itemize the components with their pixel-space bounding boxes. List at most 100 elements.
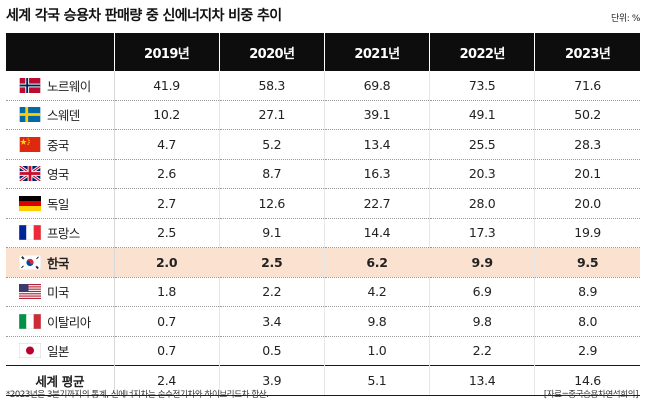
country-cell: 이탈리아 xyxy=(6,306,115,337)
table-row: 프랑스 2.5 9.1 14.4 17.3 19.9 xyxy=(6,218,640,248)
value-cell: 3.4 xyxy=(219,306,325,337)
country-cell: 영국 xyxy=(6,159,115,189)
value-cell: 16.3 xyxy=(324,159,431,189)
country-name: 프랑스 xyxy=(47,226,80,242)
value-cell: 3.9 xyxy=(219,365,325,396)
table-row: 한국 2.0 2.5 6.2 9.9 9.5 xyxy=(6,247,640,278)
value-cell: 49.1 xyxy=(429,100,536,130)
usa-flag-icon xyxy=(19,284,41,300)
value-cell: 14.4 xyxy=(324,218,431,248)
header-row: 2019년 2020년 2021년 2022년 2023년 xyxy=(6,33,640,71)
country-name: 일본 xyxy=(47,344,69,360)
year-header: 2019년 xyxy=(114,33,220,71)
value-cell: 19.9 xyxy=(534,218,640,248)
value-cell: 2.5 xyxy=(114,218,220,248)
source-label: [자료=중국승용차연석회의] xyxy=(543,390,639,400)
value-cell: 4.2 xyxy=(324,277,431,307)
country-name: 미국 xyxy=(47,285,69,301)
country-name: 스웨덴 xyxy=(47,108,80,124)
value-cell: 2.0 xyxy=(114,247,220,278)
country-name: 노르웨이 xyxy=(47,78,91,94)
table-row: 스웨덴 10.2 27.1 39.1 49.1 50.2 xyxy=(6,100,640,130)
value-cell: 6.9 xyxy=(429,277,536,307)
data-table-container: 2019년 2020년 2021년 2022년 2023년 노르웨이 41.9 58… xyxy=(6,33,640,396)
korea-flag-icon xyxy=(19,254,41,270)
country-name: 독일 xyxy=(47,196,69,212)
value-cell: 9.1 xyxy=(219,218,325,248)
value-cell: 9.5 xyxy=(534,247,640,278)
value-cell: 2.6 xyxy=(114,159,220,189)
value-cell: 71.6 xyxy=(534,71,640,101)
value-cell: 10.2 xyxy=(114,100,220,130)
sweden-flag-icon xyxy=(19,107,41,123)
value-cell: 0.5 xyxy=(219,336,325,366)
value-cell: 17.3 xyxy=(429,218,536,248)
italy-flag-icon xyxy=(19,313,41,329)
value-cell: 2.7 xyxy=(114,188,220,219)
value-cell: 25.5 xyxy=(429,129,536,160)
value-cell: 5.2 xyxy=(219,129,325,160)
value-cell: 8.7 xyxy=(219,159,325,189)
country-name: 이탈리아 xyxy=(47,314,91,330)
country-cell: 독일 xyxy=(6,188,115,219)
value-cell: 2.2 xyxy=(429,336,536,366)
france-flag-icon xyxy=(19,225,41,241)
china-flag-icon xyxy=(19,136,41,152)
value-cell: 14.6 xyxy=(534,365,640,396)
value-cell: 20.0 xyxy=(534,188,640,219)
value-cell: 9.8 xyxy=(324,306,431,337)
value-cell: 2.5 xyxy=(219,247,325,278)
value-cell: 2.2 xyxy=(219,277,325,307)
country-cell: 프랑스 xyxy=(6,218,115,248)
value-cell: 28.0 xyxy=(429,188,536,219)
table-row: 일본 0.7 0.5 1.0 2.2 2.9 xyxy=(6,336,640,366)
value-cell: 13.4 xyxy=(324,129,431,160)
footnote: *2023년은 3분기까지의 통계, 신에너지차는 순수전기차와 하이브리드차 … xyxy=(6,390,269,400)
year-header: 2022년 xyxy=(429,33,536,71)
country-cell: 한국 xyxy=(6,247,115,278)
value-cell: 8.0 xyxy=(534,306,640,337)
uk-flag-icon xyxy=(19,166,41,182)
country-cell: 노르웨이 xyxy=(6,71,115,101)
country-cell: 스웨덴 xyxy=(6,100,115,130)
country-cell: 일본 xyxy=(6,336,115,366)
country-name: 중국 xyxy=(47,137,69,153)
year-header: 2020년 xyxy=(219,33,325,71)
value-cell: 6.2 xyxy=(324,247,431,278)
norway-flag-icon xyxy=(19,77,41,93)
country-name: 영국 xyxy=(47,167,69,183)
value-cell: 69.8 xyxy=(324,71,431,101)
unit-label: 단위: % xyxy=(610,14,640,24)
value-cell: 22.7 xyxy=(324,188,431,219)
value-cell: 9.8 xyxy=(429,306,536,337)
value-cell: 2.4 xyxy=(114,365,220,396)
value-cell: 0.7 xyxy=(114,336,220,366)
table-row: 영국 2.6 8.7 16.3 20.3 20.1 xyxy=(6,159,640,189)
value-cell: 27.1 xyxy=(219,100,325,130)
table-row: 노르웨이 41.9 58.3 69.8 73.5 71.6 xyxy=(6,71,640,101)
world-average-row: 세계 평균 2.4 3.9 5.1 13.4 14.6 xyxy=(6,365,640,396)
japan-flag-icon xyxy=(19,343,41,359)
data-table: 2019년 2020년 2021년 2022년 2023년 노르웨이 41.9 58… xyxy=(6,33,640,396)
value-cell: 4.7 xyxy=(114,129,220,160)
value-cell: 13.4 xyxy=(429,365,536,396)
value-cell: 41.9 xyxy=(114,71,220,101)
germany-flag-icon xyxy=(19,195,41,211)
value-cell: 20.3 xyxy=(429,159,536,189)
table-row: 미국 1.8 2.2 4.2 6.9 8.9 xyxy=(6,277,640,307)
value-cell: 50.2 xyxy=(534,100,640,130)
value-cell: 28.3 xyxy=(534,129,640,160)
value-cell: 20.1 xyxy=(534,159,640,189)
value-cell: 58.3 xyxy=(219,71,325,101)
country-cell: 중국 xyxy=(6,129,115,160)
table-row: 이탈리아 0.7 3.4 9.8 9.8 8.0 xyxy=(6,306,640,337)
value-cell: 2.9 xyxy=(534,336,640,366)
year-header: 2023년 xyxy=(534,33,640,71)
year-header: 2021년 xyxy=(324,33,431,71)
value-cell: 1.8 xyxy=(114,277,220,307)
value-cell: 39.1 xyxy=(324,100,431,130)
table-row: 중국 4.7 5.2 13.4 25.5 28.3 xyxy=(6,129,640,160)
value-cell: 73.5 xyxy=(429,71,536,101)
value-cell: 0.7 xyxy=(114,306,220,337)
value-cell: 8.9 xyxy=(534,277,640,307)
